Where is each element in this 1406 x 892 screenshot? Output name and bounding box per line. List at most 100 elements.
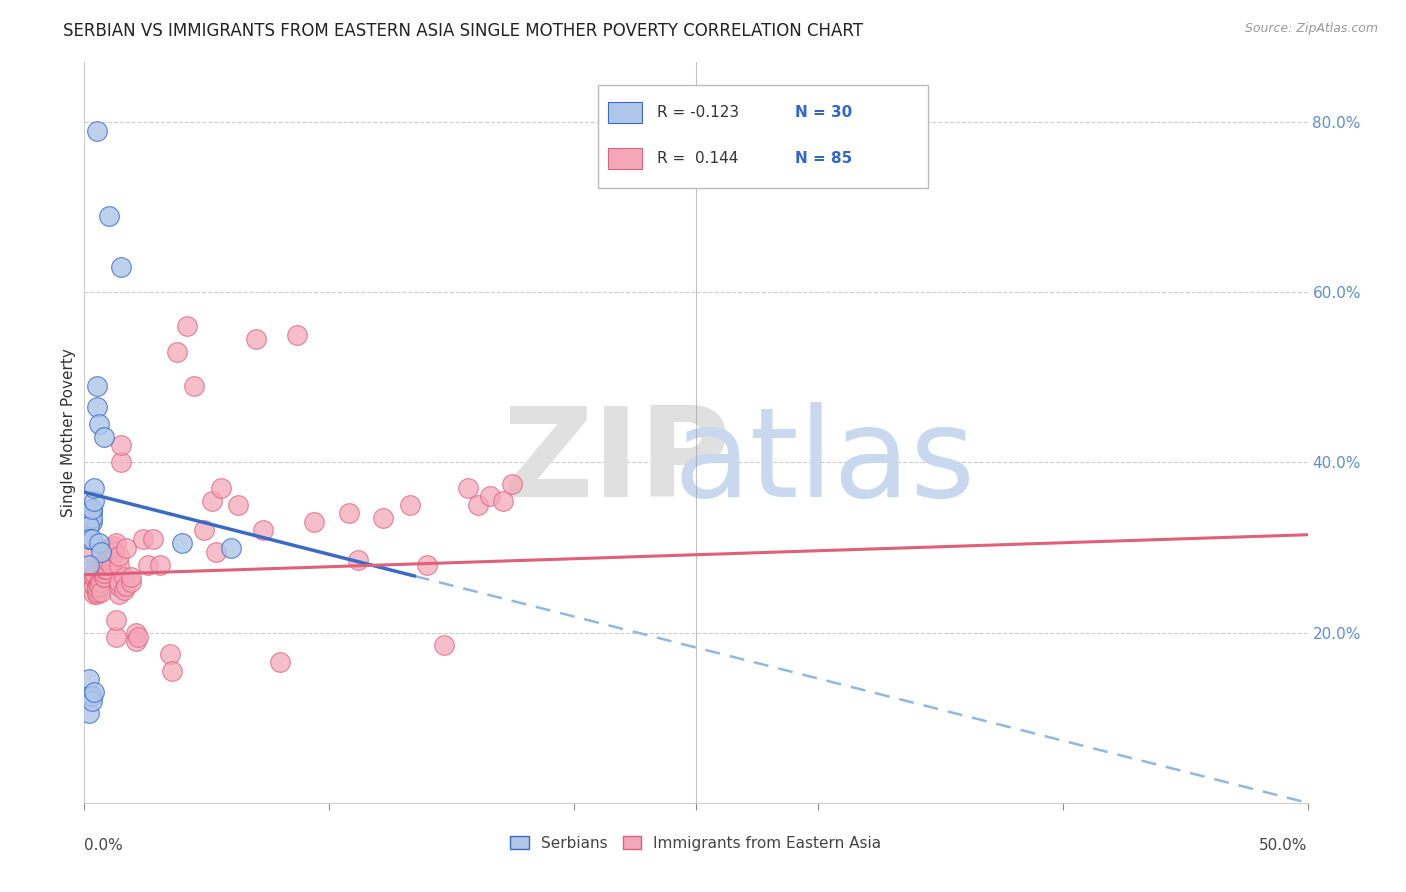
FancyBboxPatch shape	[598, 85, 928, 188]
Text: atlas: atlas	[673, 401, 976, 523]
Point	[90, 574, 112, 589]
Text: SERBIAN VS IMMIGRANTS FROM EASTERN ASIA SINGLE MOTHER POVERTY CORRELATION CHART: SERBIAN VS IMMIGRANTS FROM EASTERN ASIA …	[63, 22, 863, 40]
Point	[105, 613, 128, 627]
Point	[416, 558, 439, 572]
Point	[149, 558, 172, 572]
Text: N = 85: N = 85	[794, 151, 852, 166]
Point	[97, 209, 120, 223]
Point	[86, 379, 108, 393]
Point	[112, 582, 135, 597]
Point	[77, 565, 100, 579]
Point	[107, 579, 129, 593]
Point	[132, 532, 155, 546]
Point	[457, 481, 479, 495]
Point	[87, 417, 110, 431]
Y-axis label: Single Mother Poverty: Single Mother Poverty	[60, 348, 76, 517]
Point	[110, 260, 132, 274]
Point	[115, 541, 138, 555]
Point	[87, 536, 110, 550]
Point	[107, 549, 129, 563]
Point	[136, 558, 159, 572]
Point	[100, 549, 122, 563]
Point	[77, 519, 100, 533]
Text: 50.0%: 50.0%	[1260, 838, 1308, 854]
Point	[80, 570, 103, 584]
Point	[96, 558, 118, 572]
Point	[120, 574, 142, 589]
Point	[105, 536, 128, 550]
Point	[166, 344, 188, 359]
Point	[86, 587, 108, 601]
Legend: Serbians, Immigrants from Eastern Asia: Serbians, Immigrants from Eastern Asia	[510, 836, 882, 851]
Point	[502, 476, 524, 491]
Point	[83, 587, 105, 601]
Point	[77, 706, 100, 721]
FancyBboxPatch shape	[607, 103, 643, 123]
Point	[347, 553, 370, 567]
Point	[80, 502, 103, 516]
Point	[93, 570, 115, 584]
Point	[304, 515, 326, 529]
Point	[90, 545, 112, 559]
Point	[93, 566, 115, 580]
Point	[77, 558, 100, 572]
Point	[183, 379, 205, 393]
Point	[87, 574, 110, 589]
Point	[228, 498, 250, 512]
Point	[100, 549, 122, 563]
Point	[86, 584, 108, 599]
Point	[86, 123, 108, 137]
Point	[87, 576, 110, 591]
Point	[80, 507, 103, 521]
Point	[269, 656, 291, 670]
Point	[107, 587, 129, 601]
Point	[86, 582, 108, 596]
Point	[80, 694, 103, 708]
Point	[209, 481, 232, 495]
Point	[125, 625, 148, 640]
Point	[127, 630, 149, 644]
Text: R =  0.144: R = 0.144	[657, 151, 738, 166]
Point	[110, 455, 132, 469]
Point	[77, 690, 100, 704]
Point	[103, 539, 125, 553]
Point	[83, 570, 105, 584]
Text: 0.0%: 0.0%	[84, 838, 124, 854]
Point	[100, 553, 122, 567]
Point	[252, 524, 274, 538]
Point	[83, 566, 105, 580]
Point	[172, 536, 194, 550]
Point	[107, 574, 129, 589]
Point	[77, 510, 100, 524]
Point	[492, 493, 515, 508]
Point	[90, 584, 112, 599]
Point	[219, 541, 242, 555]
Point	[337, 507, 360, 521]
Point	[120, 570, 142, 584]
Point	[96, 553, 118, 567]
Point	[96, 558, 118, 572]
Point	[100, 558, 122, 572]
Point	[467, 498, 489, 512]
Point	[142, 532, 165, 546]
Point	[97, 549, 120, 563]
Point	[77, 515, 100, 529]
Point	[80, 510, 103, 524]
Point	[97, 541, 120, 555]
Point	[285, 327, 308, 342]
Point	[433, 639, 456, 653]
Point	[100, 541, 122, 555]
Point	[107, 558, 129, 572]
FancyBboxPatch shape	[607, 148, 643, 169]
Point	[371, 510, 394, 524]
Point	[87, 579, 110, 593]
Point	[112, 570, 135, 584]
Point	[103, 545, 125, 559]
Point	[93, 430, 115, 444]
Point	[87, 579, 110, 593]
Point	[86, 400, 108, 414]
Point	[205, 545, 228, 559]
Point	[176, 319, 198, 334]
Point	[96, 562, 118, 576]
Point	[398, 498, 420, 512]
